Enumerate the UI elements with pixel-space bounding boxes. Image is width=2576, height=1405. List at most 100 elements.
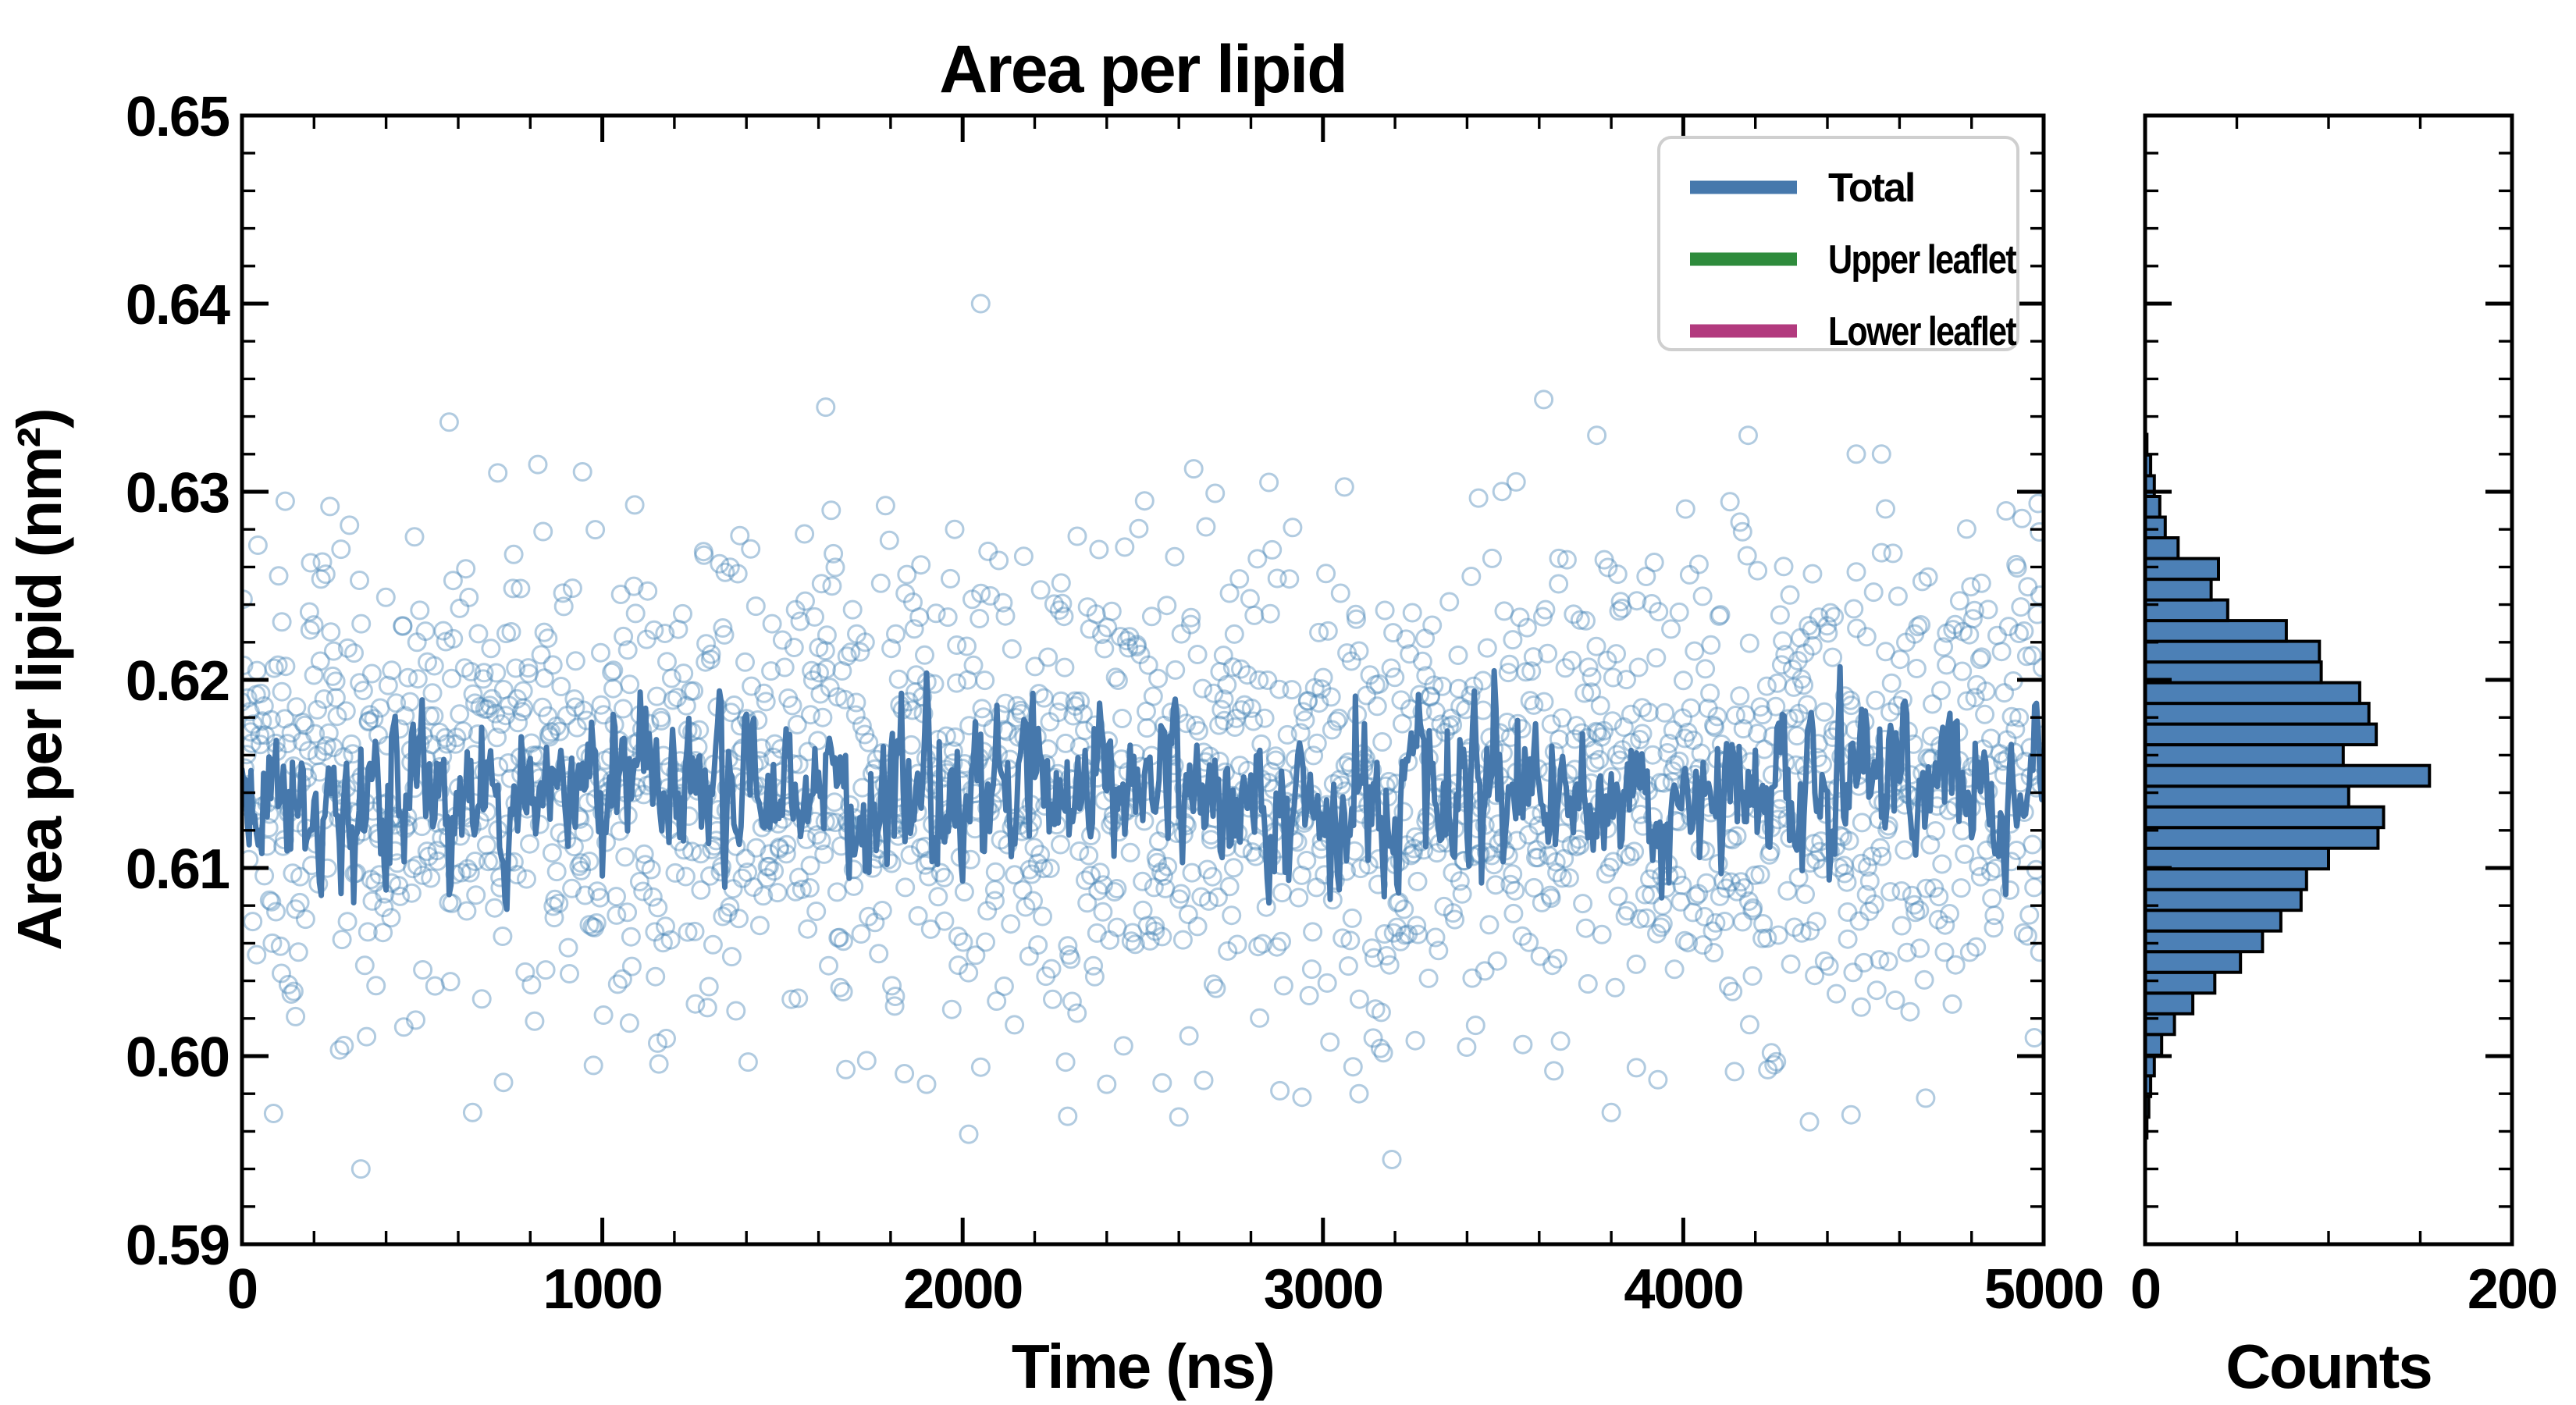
- scatter-point: [821, 500, 841, 521]
- scatter-point: [1187, 645, 1208, 664]
- scatter-point: [1980, 862, 2001, 881]
- scatter-point: [1710, 886, 1730, 906]
- scatter-point: [1179, 1026, 1199, 1046]
- scatter-point: [1390, 931, 1411, 951]
- scatter-point: [482, 688, 502, 709]
- scatter-point: [1055, 733, 1076, 753]
- scatter-point: [987, 991, 1007, 1011]
- scatter-point: [281, 984, 301, 1004]
- scatter-point: [1482, 548, 1502, 568]
- scatter-point: [610, 585, 631, 604]
- scatter-point: [1434, 896, 1454, 916]
- scatter-point: [842, 599, 863, 620]
- scatter-point: [1923, 694, 1942, 714]
- scatter-point: [741, 539, 761, 559]
- scatter-point: [977, 901, 998, 921]
- scatter-point: [1219, 877, 1240, 897]
- scatter-point: [845, 705, 866, 725]
- scatter-point: [486, 703, 506, 724]
- scatter-point: [1094, 638, 1115, 659]
- scatter-point: [1119, 638, 1139, 658]
- y-tick-label: 0.63: [126, 462, 229, 525]
- scatter-point: [532, 697, 553, 717]
- scatter-point: [480, 695, 500, 716]
- scatter-point: [1418, 968, 1439, 988]
- scatter-point: [1752, 928, 1773, 948]
- line-series-total: [242, 663, 2044, 912]
- scatter-point: [2030, 942, 2044, 962]
- scatter-point: [1144, 877, 1164, 898]
- scatter-point: [1934, 942, 1955, 962]
- scatter-point: [642, 887, 663, 907]
- scatter-point: [1905, 902, 1926, 923]
- scatter-point: [1322, 720, 1342, 740]
- scatter-point: [393, 616, 413, 636]
- scatter-point: [638, 581, 658, 601]
- scatter-point: [855, 724, 875, 745]
- scatter-point: [1586, 636, 1606, 656]
- scatter-point: [746, 838, 767, 858]
- scatter-point: [1617, 901, 1638, 921]
- x-axis-label: Time (ns): [1012, 1332, 1274, 1401]
- scatter-point: [1465, 1016, 1485, 1036]
- scatter-point: [333, 747, 354, 767]
- scatter-point: [1863, 582, 1884, 603]
- scatter-point: [811, 574, 831, 594]
- scatter-point: [1267, 568, 1287, 589]
- scatter-point: [1067, 1003, 1087, 1023]
- scatter-point: [1648, 1069, 1668, 1090]
- scatter-point: [1890, 649, 1910, 670]
- scatter-point: [476, 835, 496, 855]
- scatter-point: [947, 673, 966, 693]
- scatter-point: [667, 688, 687, 708]
- scatter-point: [535, 960, 556, 980]
- scatter-point: [1996, 501, 2016, 521]
- scatter-point: [1550, 1031, 1571, 1051]
- scatter-point: [966, 945, 986, 966]
- scatter-point: [895, 583, 916, 603]
- scatter-point: [1916, 1088, 1936, 1108]
- scatter-point: [1532, 892, 1552, 912]
- scatter-point: [270, 936, 290, 956]
- scatter-point: [562, 578, 582, 599]
- scatter-point: [1590, 695, 1610, 716]
- scatter-point: [2024, 1028, 2044, 1048]
- scatter-point: [1510, 607, 1530, 628]
- scatter-point: [1609, 601, 1629, 621]
- scatter-point: [613, 699, 633, 719]
- scatter-point: [1823, 647, 1843, 667]
- scatter-point: [1028, 935, 1048, 955]
- scatter-point: [789, 867, 809, 887]
- scatter-point: [1462, 968, 1482, 988]
- scatter-point: [1197, 859, 1218, 880]
- scatter-point: [1178, 905, 1198, 924]
- scatter-point: [541, 722, 561, 742]
- scatter-point: [1283, 518, 1303, 538]
- hist-bar: [2144, 722, 2379, 747]
- figure-text: Area per lipid 0.59 0.60 0.61 0.62 0.63 0.64 0.…: [5, 32, 2558, 1401]
- scatter-point: [1665, 755, 1685, 775]
- scatter-point: [1739, 1015, 1759, 1035]
- scatter-point: [1761, 1043, 1781, 1063]
- scatter-point: [1365, 675, 1386, 695]
- scatter-point: [846, 692, 866, 713]
- scatter-point: [321, 622, 341, 642]
- scatter-point: [290, 892, 310, 912]
- scatter-point: [926, 603, 946, 624]
- scatter-point: [463, 684, 483, 704]
- scatter-point: [1105, 667, 1126, 688]
- scatter-point: [2014, 621, 2034, 641]
- scatter-point: [1165, 660, 1186, 680]
- scatter-point: [436, 631, 456, 652]
- scatter-point: [1883, 543, 1903, 564]
- hist-bar: [2144, 929, 2265, 954]
- scatter-point: [1592, 727, 1612, 747]
- scatter-point: [1646, 648, 1667, 668]
- scatter-point: [1411, 831, 1431, 852]
- scatter-point: [844, 876, 864, 896]
- scatter-point: [310, 651, 330, 671]
- scatter-point: [421, 868, 441, 888]
- scatter-point: [311, 569, 331, 589]
- scatter-point: [475, 699, 495, 719]
- scatter-point: [569, 856, 589, 877]
